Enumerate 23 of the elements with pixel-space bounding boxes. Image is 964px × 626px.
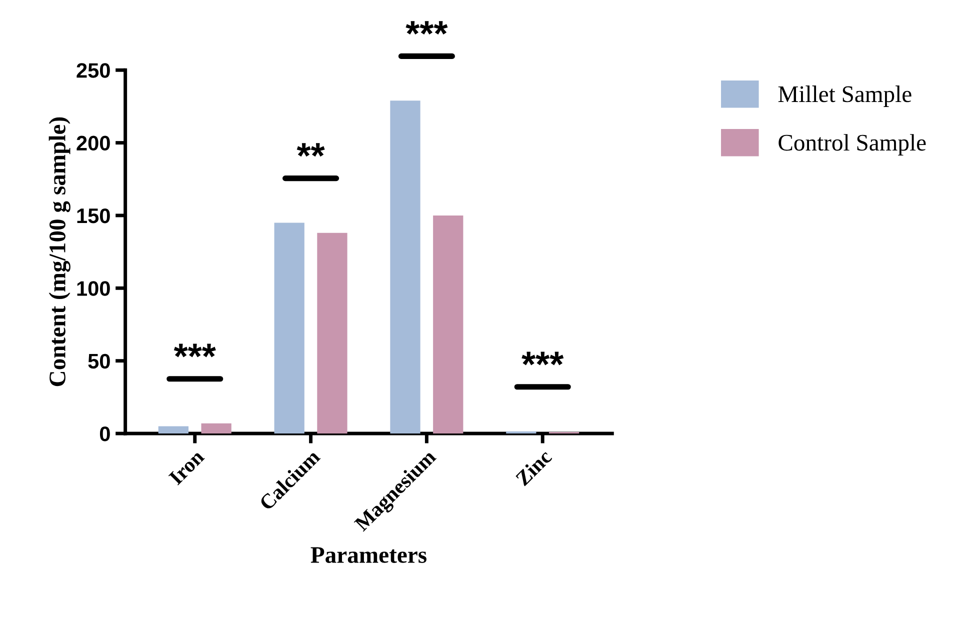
y-tick-label: 0 — [100, 426, 110, 442]
bar — [158, 426, 188, 434]
legend-label: Millet Sample — [778, 86, 912, 107]
bar — [506, 431, 536, 434]
x-axis-title: Parameters — [310, 547, 426, 563]
bar — [433, 215, 464, 434]
bar — [390, 100, 420, 434]
y-tick-label: 100 — [77, 281, 110, 296]
y-tick-label: 50 — [88, 354, 110, 369]
y-tick-label: 250 — [76, 63, 110, 78]
annotation: ** — [296, 143, 325, 157]
y-tick-label: 150 — [77, 208, 110, 224]
bar — [317, 232, 348, 434]
annotation: *** — [522, 352, 564, 366]
annotation: *** — [174, 344, 216, 358]
x-tick-label: Zinc — [514, 448, 553, 486]
y-axis-title: Content (mg/100 g sample) — [48, 117, 70, 386]
bar — [274, 222, 304, 434]
x-tick-label: Iron — [168, 448, 206, 486]
legend-label: Control Sample — [778, 134, 926, 156]
text: *** — [406, 21, 448, 35]
bar — [201, 423, 232, 434]
y-tick-label: 200 — [76, 136, 110, 151]
